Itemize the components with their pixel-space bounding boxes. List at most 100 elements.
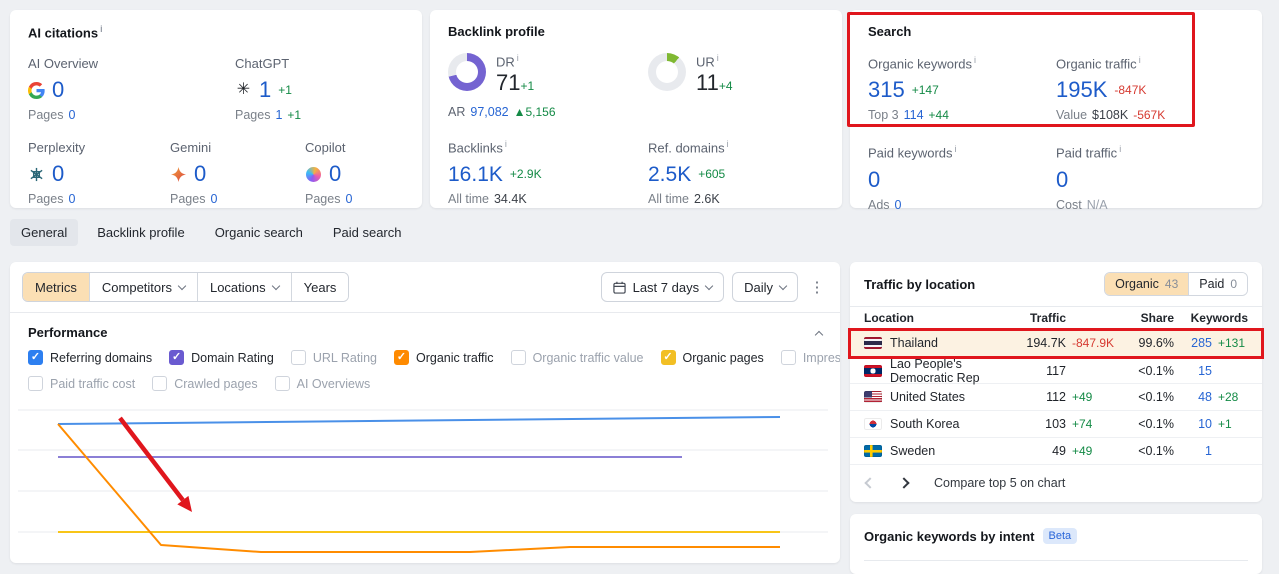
chatgpt-value[interactable]: 1: [259, 77, 272, 103]
pages-link[interactable]: 0: [68, 108, 76, 123]
backlinks-link[interactable]: 16.1K: [448, 162, 503, 186]
search-title: Search: [868, 24, 912, 39]
kebab-menu-icon[interactable]: [806, 278, 828, 296]
paid-traffic-value: 0: [1056, 166, 1069, 192]
info-icon: [955, 144, 957, 154]
checkbox-referring-domains[interactable]: ✓ Referring domains: [28, 350, 152, 365]
sweden-flag: [864, 445, 882, 457]
toggle-organic[interactable]: Organic 43: [1105, 273, 1189, 295]
info-icon: [727, 139, 729, 149]
info-icon: [717, 53, 719, 63]
pages-link[interactable]: 0: [68, 192, 76, 207]
stat-perplexity: Perplexity 0 Pages 0: [28, 140, 86, 207]
info-icon: [974, 55, 976, 65]
metric-checkboxes: ✓ Referring domains ✓ Domain Rating URL Ra…: [10, 344, 840, 391]
copilot-icon: [305, 166, 322, 183]
ai-overview-value[interactable]: 0: [52, 77, 65, 103]
perplexity-value[interactable]: 0: [52, 161, 65, 187]
ref-domains-link[interactable]: 2.5K: [648, 162, 692, 186]
prev-page-chevron-icon[interactable]: [864, 477, 876, 489]
years-button[interactable]: Years: [290, 273, 349, 301]
backlink-profile-card: Backlink profile DR 71+1 AR97,082▲5,156 …: [430, 10, 842, 208]
ur-value: 11: [696, 70, 719, 96]
performance-chart[interactable]: [10, 388, 840, 563]
traffic-by-location-panel: Traffic by location Organic 43 Paid 0 Loca…: [848, 262, 1264, 502]
gemini-value[interactable]: 0: [194, 161, 207, 187]
pages-link[interactable]: 0: [210, 192, 218, 207]
google-icon: [28, 81, 45, 99]
section-tabs: General Backlink profile Organic search …: [10, 219, 413, 246]
stat-organic-traffic: Organic traffic 195K-847K Value$108K-567…: [1056, 55, 1244, 122]
chevron-down-icon: [177, 281, 187, 290]
backlink-profile-title: Backlink profile: [448, 24, 545, 39]
gemini-icon: [170, 166, 187, 183]
pages-link[interactable]: 0: [345, 192, 353, 207]
traffic-by-location-title: Traffic by location: [864, 276, 976, 292]
table-row-south-korea[interactable]: South Korea 103 +74 <0.1% 10 +1: [850, 411, 1262, 438]
tab-organic-search[interactable]: Organic search: [214, 225, 303, 240]
ai-citations-title: AI citations: [28, 24, 404, 40]
tab-paid-search[interactable]: Paid search: [332, 225, 402, 240]
table-row-united-states[interactable]: United States 112 +49 <0.1% 48 +28: [850, 384, 1262, 411]
checkbox-organic-pages[interactable]: ✓ Organic pages: [660, 350, 764, 365]
laos-flag: [864, 365, 882, 377]
compare-top5-link[interactable]: Compare top 5 on chart: [934, 476, 1066, 490]
beta-badge: Beta: [1042, 528, 1078, 544]
keywords-link[interactable]: 15: [1198, 364, 1212, 378]
united-states-flag: [864, 391, 882, 403]
next-page-chevron-icon[interactable]: [898, 477, 910, 489]
keywords-link[interactable]: 10: [1198, 417, 1212, 431]
keywords-by-intent-title: Organic keywords by intent: [864, 528, 1035, 544]
keywords-link[interactable]: 285: [1191, 336, 1212, 350]
date-range-button[interactable]: Last 7 days: [600, 272, 725, 302]
stat-gemini: Gemini 0 Pages 0: [170, 140, 218, 207]
locations-dropdown[interactable]: Locations: [196, 273, 291, 301]
tab-general[interactable]: General: [10, 219, 79, 246]
ur-donut: [648, 53, 686, 91]
search-card: Search Organic keywords 315+147 Top 3114…: [847, 10, 1262, 212]
tab-backlink-profile[interactable]: Backlink profile: [97, 225, 185, 240]
metrics-button[interactable]: Metrics: [23, 273, 89, 301]
organic-paid-toggle: Organic 43 Paid 0: [1104, 272, 1248, 296]
paid-keywords-link[interactable]: 0: [868, 166, 881, 192]
checkbox-url-rating[interactable]: URL Rating: [290, 350, 377, 365]
pages-link[interactable]: 1: [275, 108, 283, 123]
ads-link[interactable]: 0: [894, 197, 902, 212]
info-icon: [517, 53, 519, 63]
checkbox-organic-traffic-value[interactable]: Organic traffic value: [510, 350, 644, 365]
keywords-link[interactable]: 48: [1198, 390, 1212, 404]
info-icon: [100, 24, 103, 34]
openai-icon: ✳: [236, 81, 251, 99]
copilot-value[interactable]: 0: [329, 161, 342, 187]
performance-panel: Metrics Competitors Locations Years Last…: [10, 262, 840, 563]
chevron-down-icon: [271, 281, 280, 290]
top3-link[interactable]: 114: [903, 108, 924, 123]
checkbox-crawled-pages[interactable]: Crawled pages: [152, 376, 258, 391]
ar-link[interactable]: 97,082: [470, 105, 509, 120]
granularity-button[interactable]: Daily: [732, 272, 798, 302]
organic-keywords-link[interactable]: 315: [868, 77, 905, 103]
table-row-laos[interactable]: Lao People's Democratic Rep 117 <0.1% 15: [850, 357, 1262, 385]
checkbox-impressions[interactable]: Impressions: [780, 350, 840, 365]
calendar-icon: [612, 281, 626, 294]
table-row-sweden[interactable]: Sweden 49 +49 <0.1% 1: [850, 438, 1262, 465]
info-icon: [1119, 144, 1121, 154]
toggle-paid[interactable]: Paid 0: [1188, 273, 1247, 295]
collapse-chevron-icon[interactable]: [814, 330, 824, 339]
checkbox-paid-traffic-cost[interactable]: Paid traffic cost: [28, 376, 135, 391]
keywords-link[interactable]: 1: [1205, 444, 1212, 458]
checkbox-domain-rating[interactable]: ✓ Domain Rating: [169, 350, 274, 365]
thailand-flag: [864, 337, 882, 349]
checkbox-ai-overviews[interactable]: AI Overviews: [274, 376, 370, 391]
filter-toolbar: Metrics Competitors Locations Years Last…: [10, 262, 840, 313]
south-korea-flag: [864, 418, 882, 430]
organic-traffic-link[interactable]: 195K: [1056, 77, 1108, 103]
competitors-dropdown[interactable]: Competitors: [88, 273, 197, 301]
checkbox-organic-traffic[interactable]: ✓ Organic traffic: [393, 350, 494, 365]
table-row-thailand[interactable]: Thailand 194.7K -847.9K 99.6% 285 +131: [848, 328, 1264, 359]
